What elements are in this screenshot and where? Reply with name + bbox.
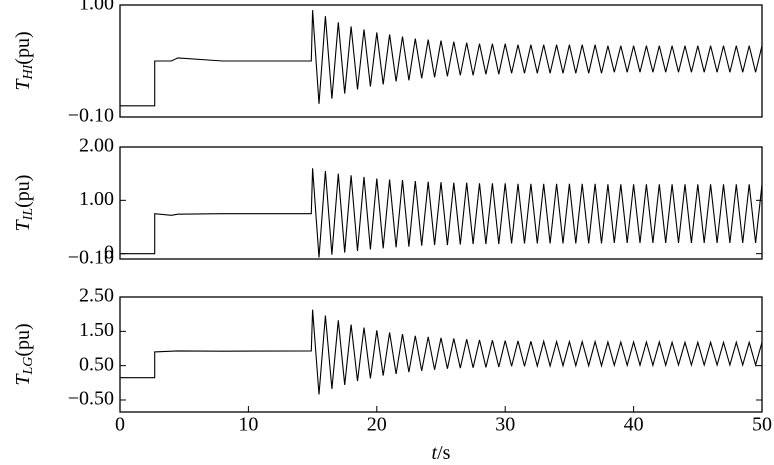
x-tick-label: 40: [624, 414, 644, 436]
x-axis-label: t/s: [432, 442, 451, 464]
y-label-sub: LG: [21, 357, 36, 376]
y-axis-label: THI(pu): [12, 31, 37, 90]
y-tick-label: 1.00: [79, 0, 114, 15]
x-tick-label: 10: [238, 414, 258, 436]
y-tick-label: 2.50: [79, 285, 114, 307]
signal-line: [120, 309, 763, 395]
x-label-var: t: [432, 442, 438, 464]
panel-frame: [119, 296, 763, 413]
signal-line: [120, 168, 763, 258]
panel-frame: [119, 4, 763, 118]
x-tick-label: 20: [367, 414, 387, 436]
signal-line: [120, 10, 763, 107]
x-tick-label: 0: [115, 414, 125, 436]
y-tick-label: −0.10: [68, 247, 114, 269]
y-label-symbol: T: [12, 373, 34, 386]
panel-frame: [119, 146, 763, 260]
y-label-sub: IL: [21, 208, 36, 222]
x-tick-label: 50: [752, 414, 772, 436]
y-label-unit: (pu): [12, 323, 34, 356]
y-axis-label: TIL(pu): [12, 175, 37, 232]
y-tick-label: 0: [104, 241, 114, 263]
y-tick-label: 2.00: [79, 135, 114, 157]
y-tick-label: −0.10: [68, 105, 114, 127]
y-label-symbol: T: [12, 218, 34, 231]
x-tick-label: 30: [495, 414, 515, 436]
y-tick-label: −0.50: [68, 388, 114, 410]
y-label-unit: (pu): [12, 175, 34, 208]
y-label-sub: HI: [21, 63, 36, 80]
y-tick-label: 1.00: [79, 188, 114, 210]
x-label-unit: /s: [437, 442, 451, 464]
y-tick-label: 0.50: [79, 353, 114, 375]
y-tick-label: 1.50: [79, 319, 114, 341]
y-label-unit: (pu): [12, 31, 34, 64]
y-axis-label: TLG(pu): [12, 323, 37, 385]
y-label-symbol: T: [12, 78, 34, 91]
